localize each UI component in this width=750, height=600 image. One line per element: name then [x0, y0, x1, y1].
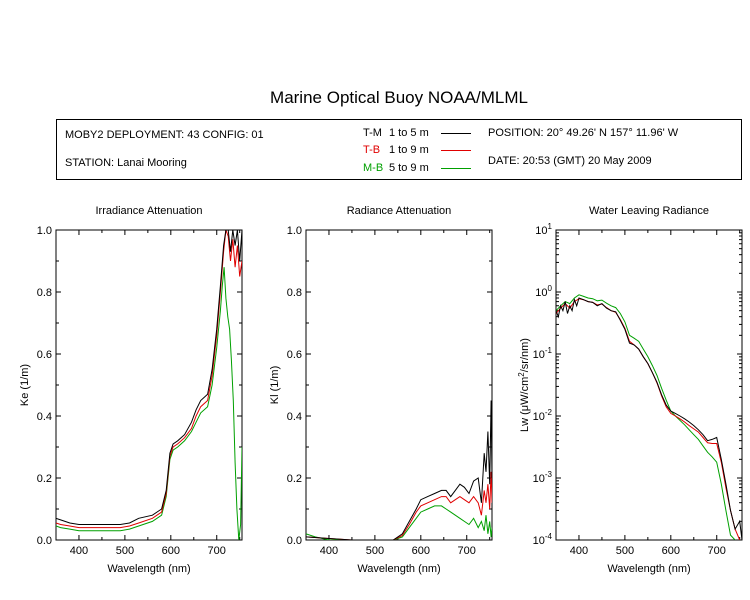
info-box: MOBY2 DEPLOYMENT: 43 CONFIG: 01 STATION:…	[56, 119, 742, 180]
legend-line-tb	[441, 150, 471, 151]
series-line-t-m	[56, 230, 242, 525]
y-tick-label: 10-3	[533, 470, 553, 485]
series-line-t-b	[56, 230, 242, 529]
x-tick-label: 700	[458, 545, 476, 557]
x-axis-label: Wavelength (nm)	[357, 563, 440, 575]
y-tick-label: 0.0	[287, 535, 302, 547]
y-tick-label: 1.0	[37, 225, 52, 237]
legend-entry-tm: T-M 1 to 5 m	[363, 127, 445, 139]
panel-title-radiance: Radiance Attenuation	[346, 205, 452, 217]
y-tick-label: 10-2	[533, 408, 553, 423]
plot-frame	[55, 229, 243, 541]
legend-range: 1 to 9 m	[389, 144, 429, 156]
y-tick-label: 101	[535, 222, 552, 237]
plot-frame	[555, 229, 743, 541]
legend-entry-tb: T-B 1 to 9 m	[363, 144, 445, 156]
series-line-t-m	[556, 297, 742, 540]
x-tick-label: 600	[662, 545, 680, 557]
y-axis-label: Lw (μW/cm2/sr/nm)	[517, 338, 531, 432]
legend-entry-mb: M-B 5 to 9 m	[363, 162, 445, 174]
y-axis-label: Kl (1/m)	[269, 366, 281, 405]
legend-range: 5 to 9 m	[389, 162, 429, 174]
deployment-text: MOBY2 DEPLOYMENT: 43 CONFIG: 01	[65, 129, 264, 141]
series-line-t-b	[556, 298, 741, 540]
series-line-m-b	[306, 505, 492, 540]
y-axis-label: Ke (1/m)	[19, 364, 31, 406]
legend-code: M-B	[363, 162, 384, 174]
y-tick-label: 0.2	[287, 473, 302, 485]
y-tick-label: 0.6	[287, 349, 302, 361]
panel-title-water-leaving: Water Leaving Radiance	[588, 205, 710, 217]
y-tick-label: 10-4	[533, 532, 553, 547]
legend-code: T-B	[363, 144, 381, 156]
y-tick-label: 100	[535, 284, 552, 299]
y-tick-label: 0.0	[37, 535, 52, 547]
x-tick-label: 600	[412, 545, 430, 557]
position-text: POSITION: 20° 49.26' N 157° 11.96' W	[488, 127, 679, 139]
y-tick-label: 0.6	[37, 349, 52, 361]
legend-line-tm	[441, 133, 471, 134]
x-tick-label: 500	[116, 545, 134, 557]
x-tick-label: 400	[320, 545, 338, 557]
y-tick-label: 10-1	[533, 346, 553, 361]
legend-line-mb	[441, 168, 471, 169]
series-line-m-b	[56, 267, 242, 540]
x-tick-label: 400	[570, 545, 588, 557]
y-tick-label: 0.4	[37, 411, 52, 423]
x-tick-label: 500	[366, 545, 384, 557]
y-tick-label: 0.4	[287, 411, 302, 423]
legend-code: T-M	[363, 127, 382, 139]
x-tick-label: 400	[70, 545, 88, 557]
page-title: Marine Optical Buoy NOAA/MLML	[270, 88, 528, 107]
series-line-m-b	[556, 294, 736, 540]
x-tick-label: 500	[616, 545, 634, 557]
y-tick-label: 1.0	[287, 225, 302, 237]
x-tick-label: 700	[208, 545, 226, 557]
panel-title-irradiance: Irradiance Attenuation	[95, 205, 203, 217]
station-text: STATION: Lanai Mooring	[65, 157, 187, 169]
x-tick-label: 700	[708, 545, 726, 557]
series-line-t-b	[306, 471, 492, 540]
x-axis-label: Wavelength (nm)	[607, 563, 690, 575]
y-tick-label: 0.8	[37, 287, 52, 299]
y-tick-label: 0.8	[287, 287, 302, 299]
x-axis-label: Wavelength (nm)	[107, 563, 190, 575]
y-tick-label: 0.2	[37, 473, 52, 485]
x-tick-label: 600	[162, 545, 180, 557]
series-line-t-m	[306, 400, 492, 540]
legend-range: 1 to 5 m	[389, 127, 429, 139]
plot-frame	[305, 229, 493, 541]
date-text: DATE: 20:53 (GMT) 20 May 2009	[488, 155, 652, 167]
